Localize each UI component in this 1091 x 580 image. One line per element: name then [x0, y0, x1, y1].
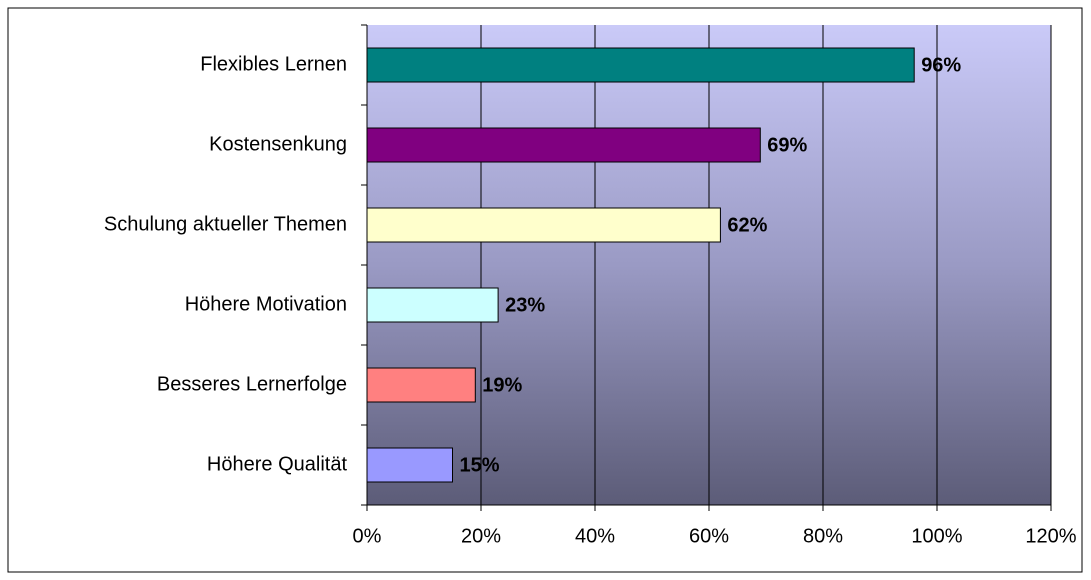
y-tick-label: Höhere Motivation: [185, 293, 347, 315]
value-label: 62%: [727, 214, 767, 236]
value-label: 96%: [921, 54, 961, 76]
bar: [366, 207, 721, 243]
y-tick-label: Besseres Lernerfolge: [157, 373, 347, 395]
y-tick-label: Kostensenkung: [209, 133, 347, 155]
x-tick-label: 100%: [911, 525, 962, 547]
x-tick-label: 20%: [461, 525, 501, 547]
bar: [366, 367, 476, 403]
x-tick-label: 80%: [803, 525, 843, 547]
value-label: 69%: [767, 134, 807, 156]
bar: [366, 447, 453, 483]
x-tick-label: 0%: [353, 525, 382, 547]
bar: [366, 127, 761, 163]
y-tick-label: Höhere Qualität: [207, 453, 348, 475]
bar: [366, 47, 915, 83]
y-tick-label: Flexibles Lernen: [200, 53, 347, 75]
bar: [366, 287, 499, 323]
value-label: 23%: [505, 294, 545, 316]
x-tick-label: 120%: [1025, 525, 1076, 547]
x-tick-label: 60%: [689, 525, 729, 547]
value-label: 15%: [460, 454, 500, 476]
value-label: 19%: [482, 374, 522, 396]
x-tick-label: 40%: [575, 525, 615, 547]
y-tick-label: Schulung aktueller Themen: [104, 213, 347, 235]
